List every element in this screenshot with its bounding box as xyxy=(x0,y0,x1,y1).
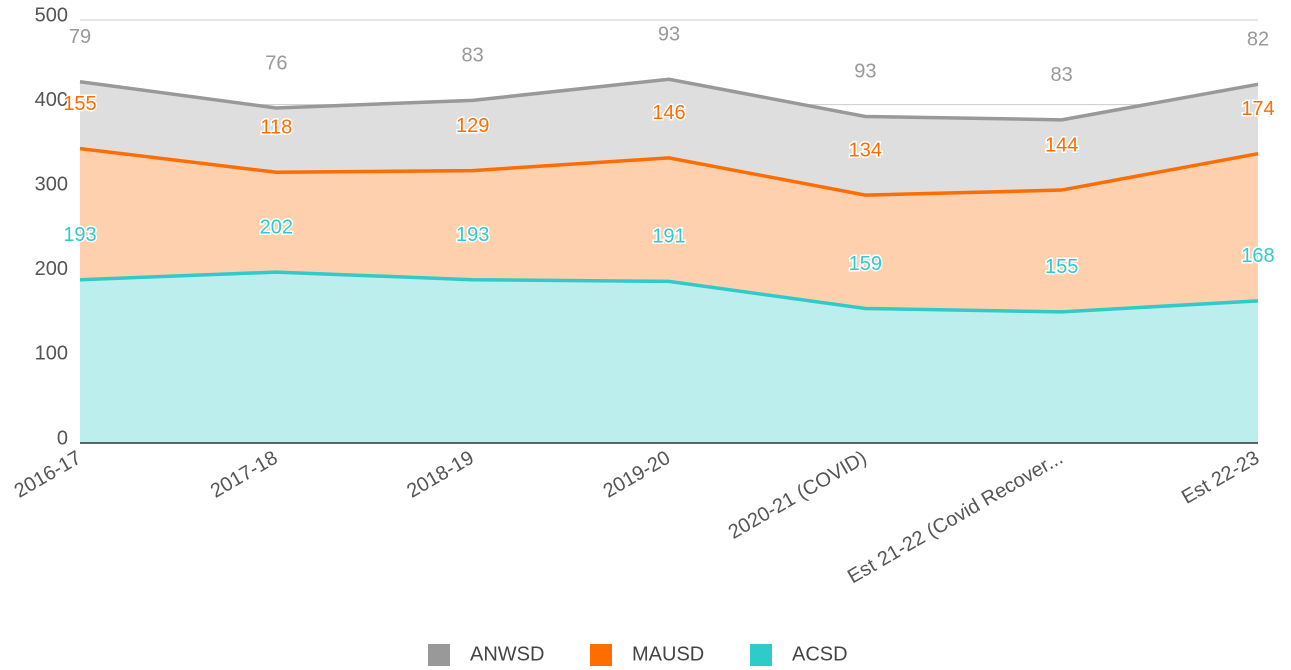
data-label: 191 xyxy=(652,226,685,248)
data-label: 202 xyxy=(260,216,293,238)
data-label: 118 xyxy=(260,117,292,139)
data-label: 193 xyxy=(63,224,96,246)
data-label: 83 xyxy=(1051,64,1073,86)
data-label: 159 xyxy=(849,253,882,275)
y-tick-label: 200 xyxy=(35,258,68,280)
data-label: 93 xyxy=(658,24,680,46)
data-label: 146 xyxy=(652,102,685,124)
data-label: 134 xyxy=(849,139,882,161)
line xyxy=(79,77,1259,122)
data-label: 168 xyxy=(1241,245,1274,267)
data-label: 174 xyxy=(1241,98,1274,120)
line xyxy=(79,270,1259,314)
data-label: 76 xyxy=(265,52,287,74)
y-tick-label: 300 xyxy=(35,173,68,195)
line xyxy=(79,146,1259,197)
x-tick-label: 2018-19 xyxy=(403,447,478,503)
legend-swatch xyxy=(428,644,450,666)
area xyxy=(80,148,1258,312)
data-label: 79 xyxy=(69,26,91,48)
y-tick-label: 400 xyxy=(35,89,68,111)
legend-label: ANWSD xyxy=(470,643,544,665)
x-tick-label: Est 21-22 (Covid Recover... xyxy=(844,447,1067,588)
y-tick-label: 100 xyxy=(35,343,68,365)
data-label: 155 xyxy=(63,93,96,115)
x-tick-label: 2020-21 (COVID) xyxy=(725,447,871,544)
data-label: 129 xyxy=(456,115,489,137)
legend-label: ACSD xyxy=(792,643,848,665)
x-tick-label: 2017-18 xyxy=(207,447,282,503)
y-tick-label: 0 xyxy=(57,427,68,449)
legend-swatch xyxy=(750,644,772,666)
x-tick-label: 2016-17 xyxy=(11,447,86,503)
data-label: 93 xyxy=(854,61,876,83)
legend-swatch xyxy=(590,644,612,666)
x-tick-label: Est 22-23 xyxy=(1178,447,1263,509)
data-label: 144 xyxy=(1045,134,1078,156)
area xyxy=(80,272,1258,443)
legend-label: MAUSD xyxy=(632,643,704,665)
area xyxy=(80,79,1258,196)
data-label: 83 xyxy=(462,45,484,67)
data-label: 155 xyxy=(1045,256,1078,278)
y-tick-label: 500 xyxy=(35,4,68,26)
data-label: 82 xyxy=(1247,29,1269,51)
x-tick-label: 2019-20 xyxy=(600,447,675,503)
data-label: 193 xyxy=(456,224,489,246)
